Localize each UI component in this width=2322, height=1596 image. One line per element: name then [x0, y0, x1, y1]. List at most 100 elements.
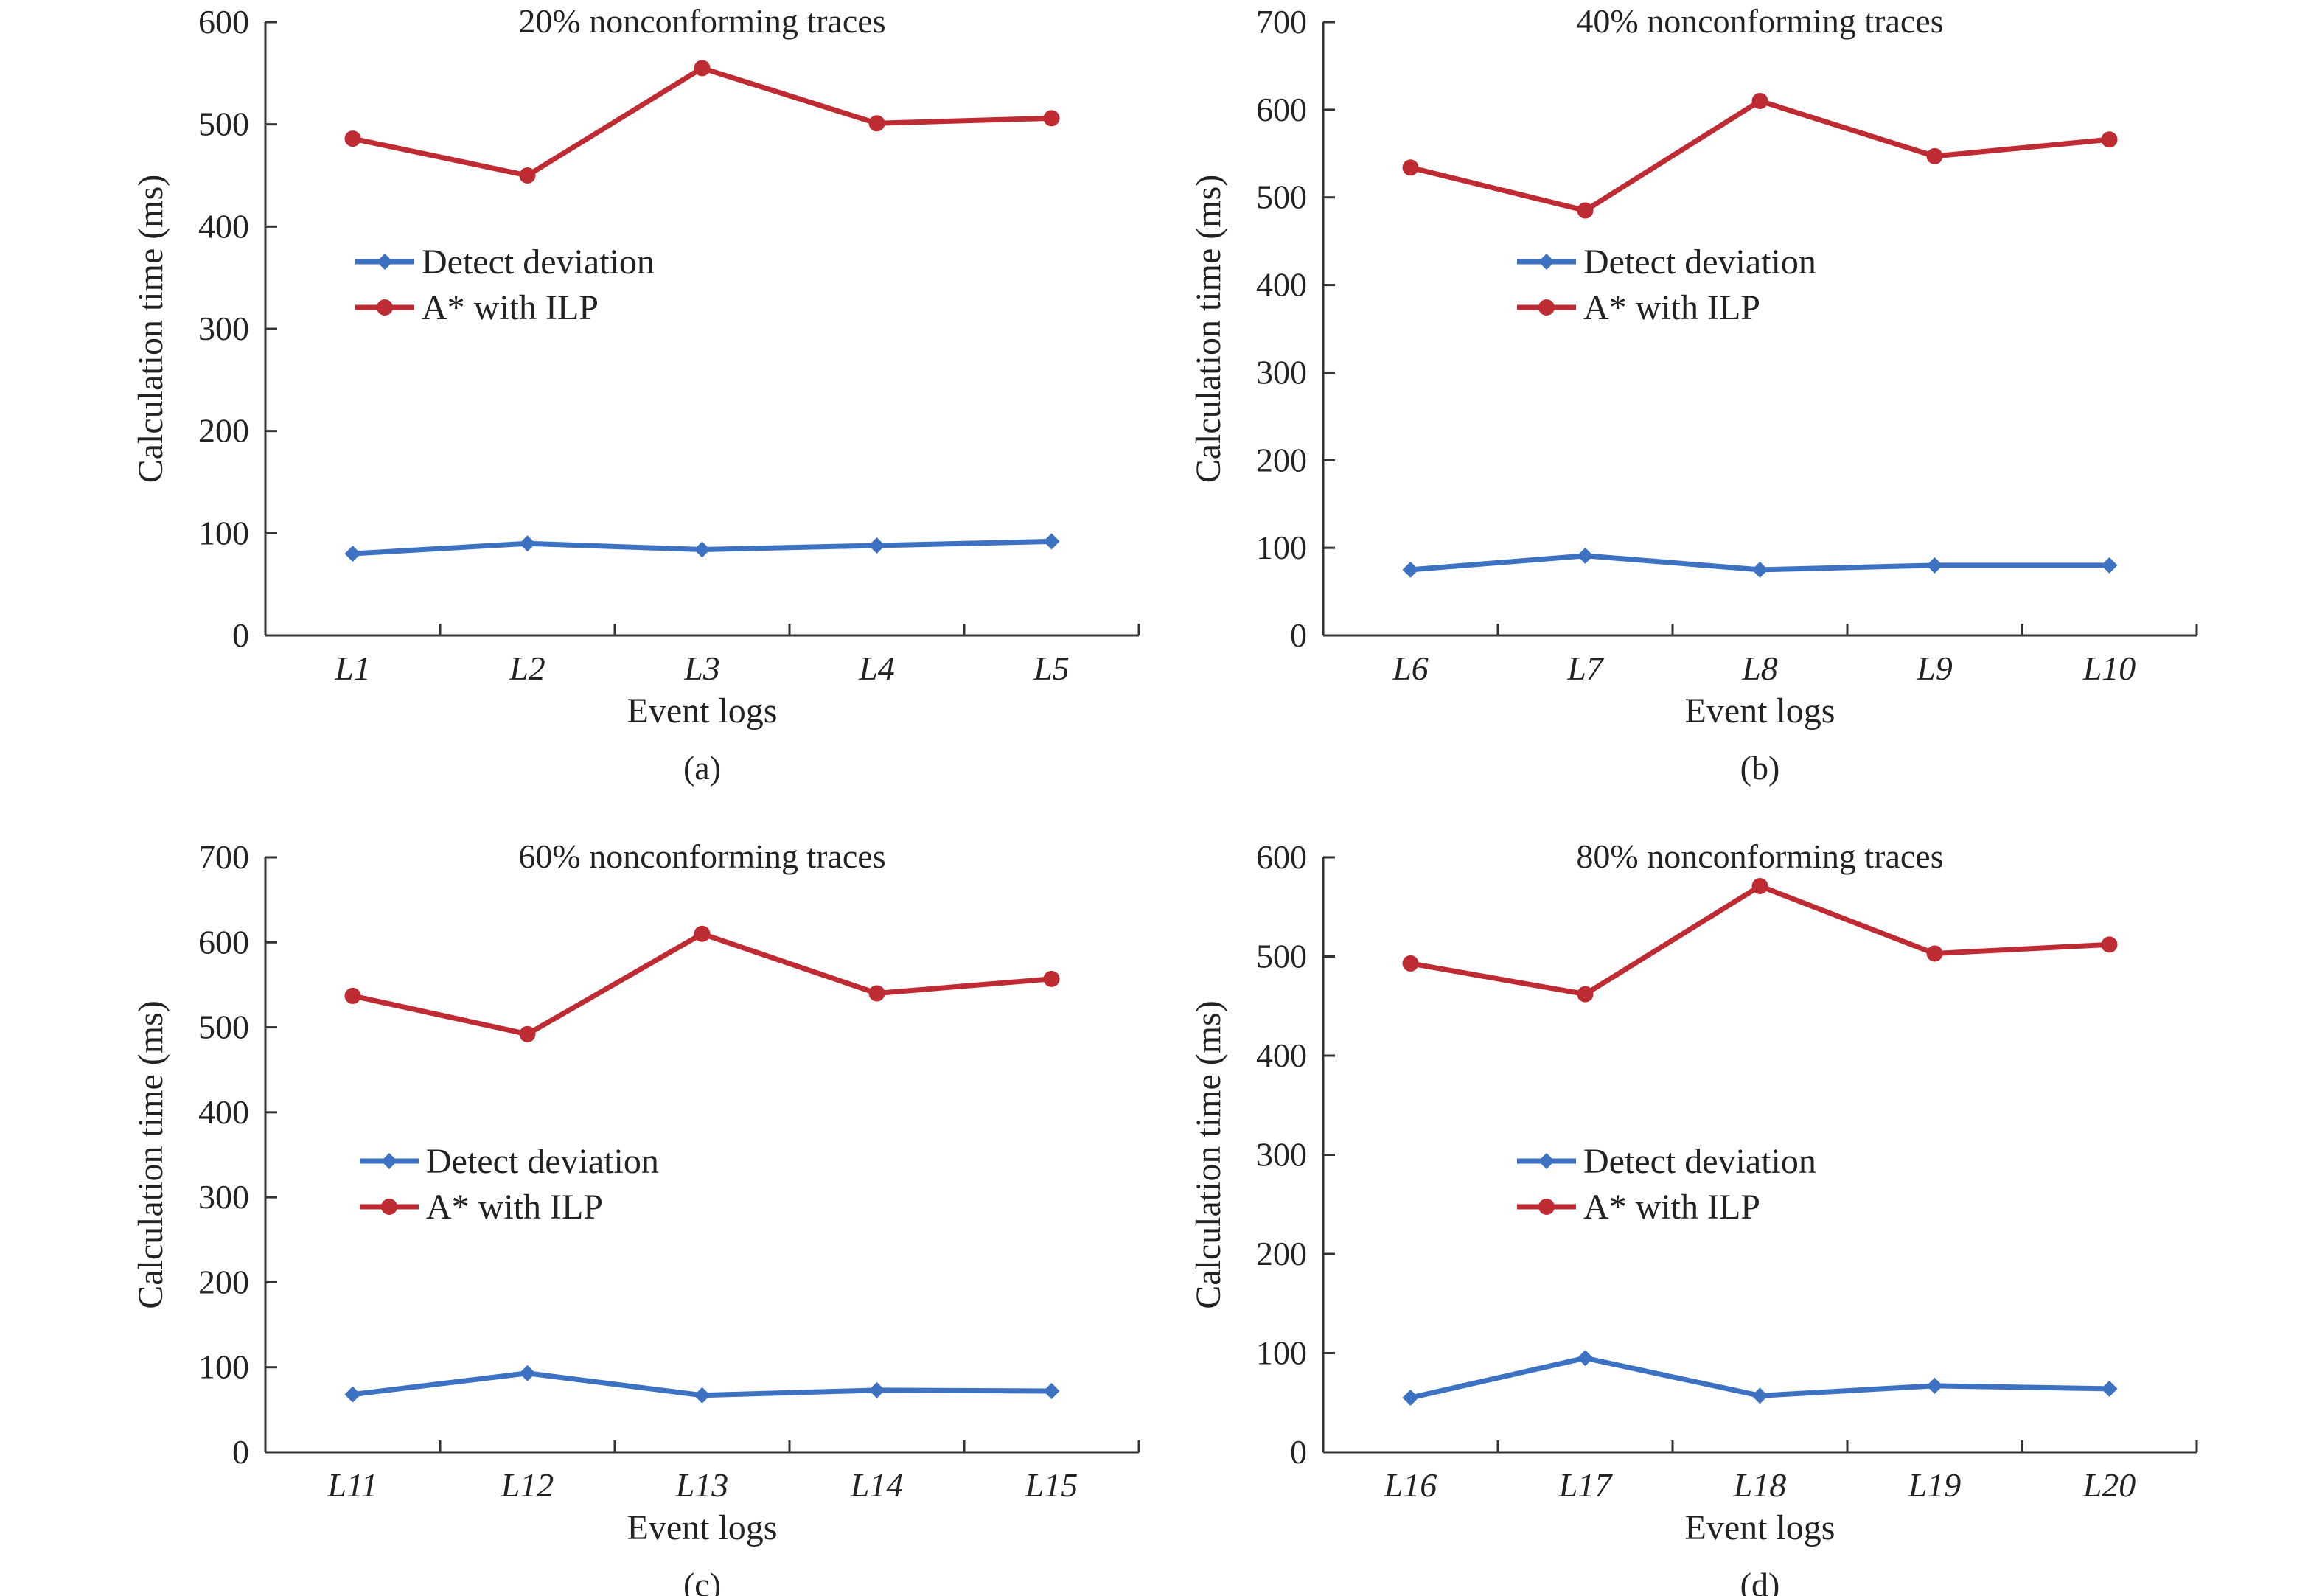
- chart-title: 60% nonconforming traces: [518, 837, 885, 875]
- y-axis-label: Calculation time (ms): [1189, 1000, 1228, 1309]
- data-point-astar-ilp: [1926, 945, 1943, 962]
- y-tick-label: 700: [198, 838, 249, 876]
- data-point-detect-deviation: [1402, 1390, 1419, 1407]
- data-point-astar-ilp: [1402, 159, 1419, 176]
- x-axis-label: Event logs: [1685, 691, 1835, 731]
- panel-caption: (d): [1740, 1566, 1780, 1596]
- legend-item-detect-deviation: Detect deviation: [355, 243, 655, 282]
- data-point-astar-ilp: [1043, 970, 1060, 987]
- x-tick-label: L5: [1033, 649, 1070, 687]
- x-tick-label: L14: [850, 1466, 904, 1504]
- y-tick-label: 400: [1256, 1036, 1307, 1074]
- x-tick-label: L8: [1741, 649, 1778, 687]
- x-tick-label: L10: [2082, 649, 2136, 687]
- x-tick-label: L6: [1392, 649, 1429, 687]
- data-point-astar-ilp: [694, 925, 711, 942]
- y-tick-label: 400: [198, 207, 249, 245]
- x-tick-label: L18: [1733, 1466, 1787, 1504]
- legend-swatch-marker: [1538, 1153, 1555, 1169]
- data-point-detect-deviation: [1751, 561, 1768, 578]
- data-point-astar-ilp: [519, 167, 536, 184]
- y-tick-label: 300: [1256, 1136, 1307, 1174]
- y-tick-label: 500: [1256, 938, 1307, 975]
- x-axis-label: Event logs: [1685, 1508, 1835, 1547]
- series-line-astar-ilp: [1409, 98, 2110, 214]
- y-tick-label: 300: [1256, 353, 1307, 391]
- data-point-detect-deviation: [2101, 557, 2118, 574]
- y-tick-label: 500: [198, 105, 249, 143]
- y-tick-label: 500: [198, 1008, 249, 1046]
- chart-title: 40% nonconforming traces: [1576, 2, 1943, 40]
- legend-item-astar-ilp: A* with ILP: [355, 288, 599, 327]
- data-point-detect-deviation: [519, 1365, 536, 1381]
- y-tick-label: 0: [1290, 616, 1307, 654]
- y-tick-label: 300: [198, 1178, 249, 1216]
- y-tick-label: 200: [1256, 441, 1307, 478]
- panel-caption: (b): [1740, 749, 1780, 787]
- x-tick-label: L12: [501, 1466, 554, 1504]
- x-tick-label: L1: [334, 649, 371, 687]
- data-point-detect-deviation: [868, 537, 885, 554]
- x-tick-label: L9: [1916, 649, 1953, 687]
- x-tick-label: L15: [1025, 1466, 1078, 1504]
- legend-label: A* with ILP: [426, 1188, 603, 1227]
- y-axis-label: Calculation time (ms): [1189, 175, 1228, 484]
- legend-label: A* with ILP: [422, 288, 599, 327]
- chart-panel-b: 0 100 200 300 400 500 600 700 L6 L7 L8 L9 L10 40% non…: [1189, 2, 2198, 787]
- legend-swatch-marker: [1538, 254, 1555, 270]
- y-tick-label: 200: [198, 412, 249, 450]
- y-tick-label: 600: [1256, 838, 1307, 876]
- x-axis-label: Event logs: [627, 691, 778, 731]
- x-tick-label: L13: [675, 1466, 729, 1504]
- x-tick-label: L16: [1384, 1466, 1437, 1504]
- x-tick-label: L4: [858, 649, 895, 687]
- y-tick-label: 300: [198, 310, 249, 347]
- x-tick-label: L3: [683, 649, 720, 687]
- chart-title: 20% nonconforming traces: [518, 2, 885, 40]
- legend-label: Detect deviation: [1583, 1142, 1816, 1181]
- y-tick-label: 100: [198, 514, 249, 551]
- x-tick-label: L17: [1558, 1466, 1614, 1504]
- y-tick-label: 400: [198, 1093, 249, 1131]
- legend-swatch-marker: [1538, 299, 1555, 316]
- data-point-astar-ilp: [344, 130, 361, 147]
- x-axis-label: Event logs: [627, 1508, 778, 1547]
- data-point-astar-ilp: [344, 987, 361, 1004]
- y-tick-label: 600: [198, 3, 249, 41]
- legend-item-astar-ilp: A* with ILP: [360, 1188, 603, 1227]
- data-point-astar-ilp: [2101, 936, 2118, 953]
- y-tick-label: 100: [198, 1348, 249, 1386]
- legend-swatch-marker: [381, 1153, 397, 1169]
- legend-label: A* with ILP: [1583, 1188, 1760, 1227]
- data-point-astar-ilp: [519, 1025, 536, 1042]
- data-point-astar-ilp: [868, 985, 885, 1002]
- data-point-detect-deviation: [1577, 1350, 1594, 1367]
- y-tick-label: 100: [1256, 529, 1307, 566]
- data-point-astar-ilp: [868, 115, 885, 132]
- y-tick-label: 100: [1256, 1334, 1307, 1372]
- data-point-detect-deviation: [1751, 1387, 1768, 1404]
- legend-swatch-marker: [381, 1199, 397, 1215]
- data-point-detect-deviation: [2101, 1380, 2118, 1397]
- data-point-astar-ilp: [694, 60, 711, 77]
- x-tick-label: L11: [327, 1466, 377, 1504]
- x-tick-label: L7: [1566, 649, 1605, 687]
- data-point-detect-deviation: [344, 546, 361, 562]
- data-point-astar-ilp: [1043, 110, 1060, 127]
- y-tick-label: 0: [232, 616, 249, 654]
- y-tick-label: 700: [1256, 3, 1307, 41]
- legend-swatch-marker: [377, 299, 393, 316]
- y-axis-label: Calculation time (ms): [131, 175, 170, 484]
- y-tick-label: 600: [198, 923, 249, 961]
- legend-item-detect-deviation: Detect deviation: [1517, 243, 1816, 282]
- legend-item-astar-ilp: A* with ILP: [1517, 288, 1760, 327]
- data-point-detect-deviation: [694, 541, 711, 558]
- x-tick-label: L20: [2082, 1466, 2136, 1504]
- legend-label: A* with ILP: [1583, 288, 1760, 327]
- data-point-detect-deviation: [1402, 561, 1419, 578]
- data-point-detect-deviation: [1926, 557, 1943, 574]
- legend-label: Detect deviation: [1583, 243, 1816, 282]
- x-tick-label: L2: [509, 649, 545, 687]
- data-point-detect-deviation: [1043, 533, 1060, 550]
